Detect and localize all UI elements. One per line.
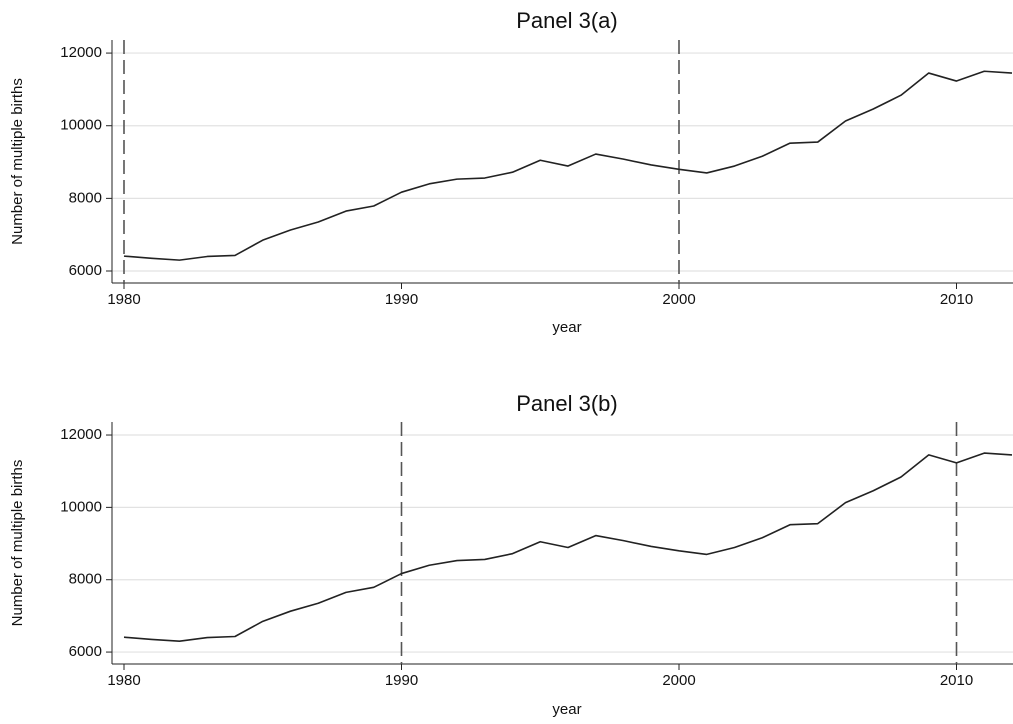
x-axis-label: year — [552, 701, 581, 718]
y-axis-label: Number of multiple births — [9, 460, 26, 627]
y-tick-label: 10000 — [60, 117, 102, 134]
y-tick-label: 10000 — [60, 498, 102, 515]
x-tick-label: 2010 — [940, 672, 973, 689]
data-line — [123, 452, 1013, 643]
y-tick-label: 12000 — [60, 426, 102, 443]
x-tick-label: 2000 — [662, 291, 695, 308]
chart-title: Panel 3(a) — [516, 8, 618, 33]
x-tick-label: 1990 — [385, 672, 418, 689]
y-tick-label: 8000 — [69, 571, 102, 588]
x-axis-label: year — [552, 319, 581, 336]
x-tick-label: 1990 — [385, 291, 418, 308]
y-axis-label: Number of multiple births — [9, 78, 26, 245]
data-line — [123, 70, 1013, 261]
y-tick-label: 12000 — [60, 44, 102, 61]
x-tick-label: 1980 — [107, 291, 140, 308]
x-tick-label: 2010 — [940, 291, 973, 308]
chart-title: Panel 3(b) — [516, 391, 618, 416]
y-tick-label: 8000 — [69, 189, 102, 206]
y-tick-label: 6000 — [69, 643, 102, 660]
y-tick-label: 6000 — [69, 262, 102, 279]
x-tick-label: 2000 — [662, 672, 695, 689]
x-tick-label: 1980 — [107, 672, 140, 689]
